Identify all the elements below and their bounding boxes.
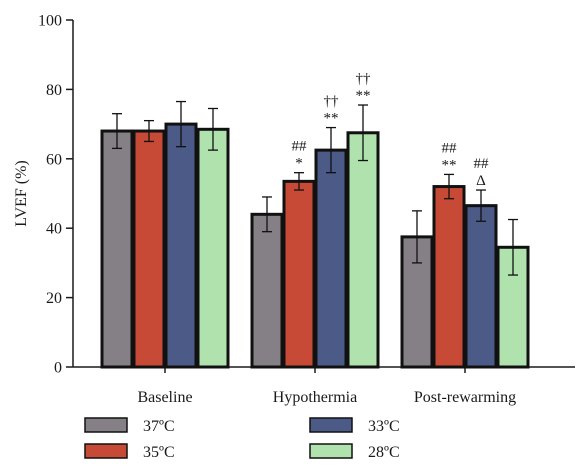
y-tick-label: 20 (46, 290, 62, 307)
legend-label: 35ºC (143, 444, 175, 461)
y-tick-label: 100 (38, 13, 62, 30)
bar (100, 129, 134, 369)
significance-annotation: ** (442, 157, 457, 173)
bar (196, 127, 230, 369)
legend: 37ºC 35ºC 33ºC 28ºC (84, 417, 400, 461)
significance-annotation: ** (356, 88, 371, 104)
bar (164, 122, 198, 369)
y-tick-label: 0 (54, 360, 62, 377)
bar (432, 185, 466, 369)
significance-annotation: †† (356, 71, 372, 87)
bar (496, 245, 530, 369)
bar (464, 204, 498, 369)
axes: 0 20 40 60 80 100 LVEF (%) Baseline Hypothermia P… (13, 13, 575, 406)
legend-label: 28ºC (368, 444, 400, 461)
significance-annotation: ## (292, 139, 308, 155)
y-tick-label: 40 (46, 221, 62, 238)
legend-swatch (309, 417, 353, 433)
significance-annotation: * (295, 156, 303, 172)
legend-swatch (309, 443, 353, 459)
error-bars (112, 100, 518, 276)
significance-annotation: ## (474, 156, 490, 172)
y-tick-label: 80 (46, 82, 62, 99)
significance-annotation: †† (324, 94, 340, 110)
y-axis-label: LVEF (%) (13, 160, 30, 227)
bar (346, 131, 380, 369)
bar (250, 212, 284, 369)
significance-annotation: ## (442, 140, 458, 156)
significance-annotation: ** (324, 111, 339, 127)
bar (282, 179, 316, 369)
legend-label: 37ºC (143, 418, 175, 435)
annotations: ##*††**††**##** ##Δ (292, 71, 490, 189)
significance-annotation: Δ (476, 173, 486, 189)
x-tick-label: Hypothermia (273, 389, 357, 406)
legend-label: 33ºC (368, 418, 400, 435)
x-tick-label: Baseline (137, 389, 192, 406)
legend-swatch (84, 417, 128, 433)
bar (314, 148, 348, 369)
legend-swatch (84, 443, 128, 459)
y-tick-label: 60 (46, 151, 62, 168)
bar (132, 129, 166, 369)
bars (100, 122, 530, 369)
x-tick-label: Post-rewarming (414, 389, 516, 406)
